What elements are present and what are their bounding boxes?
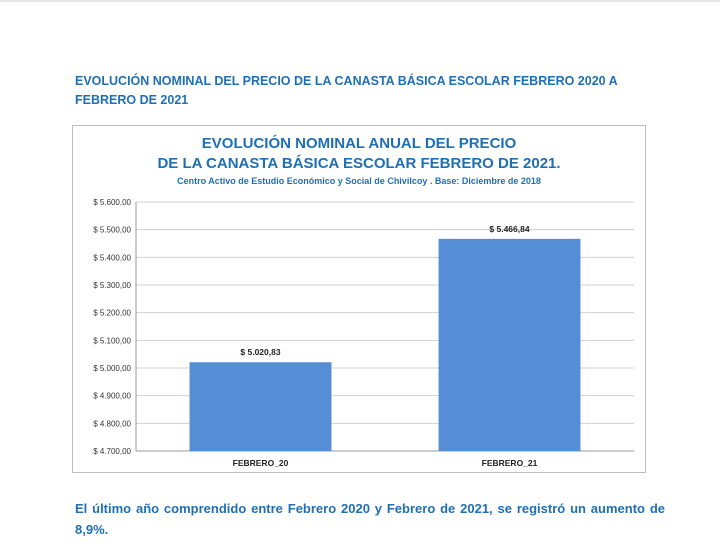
y-tick-label: $ 5.200,00 [93,309,131,318]
y-tick-label: $ 5.000,00 [93,364,131,373]
y-tick-label: $ 5.500,00 [93,226,131,235]
chart-title-line2: DE LA CANASTA BÁSICA ESCOLAR FEBRERO DE … [157,155,561,172]
bar [189,362,332,451]
y-tick-label: $ 5.600,00 [93,198,131,207]
top-border [0,0,720,2]
y-tick-label: $ 4.700,00 [93,447,131,456]
data-label: $ 5.466,84 [489,224,529,234]
x-tick-label: FEBRERO_21 [482,458,538,468]
bar [438,238,581,451]
y-tick-label: $ 5.300,00 [93,281,131,290]
y-tick-label: $ 4.900,00 [93,392,131,401]
y-tick-label: $ 5.400,00 [93,253,131,262]
y-tick-label: $ 5.100,00 [93,336,131,345]
y-tick-label: $ 4.800,00 [93,419,131,428]
chart-title-line1: EVOLUCIÓN NOMINAL ANUAL DEL PRECIO [201,135,517,152]
chart-subtitle: Centro Activo de Estudio Económico y Soc… [177,176,541,186]
chart-frame: EVOLUCIÓN NOMINAL ANUAL DEL PRECIO DE LA… [72,125,646,473]
conclusion-paragraph: El último año comprendido entre Febrero … [75,501,665,537]
x-tick-label: FEBRERO_20 [233,458,289,468]
data-label: $ 5.020,83 [240,347,280,357]
document-heading: EVOLUCIÓN NOMINAL DEL PRECIO DE LA CANAS… [75,74,618,107]
bar-chart: $ 5.600,00 $ 5.500,00 $ 5.400,00 $ 5.300,00… [93,198,634,468]
